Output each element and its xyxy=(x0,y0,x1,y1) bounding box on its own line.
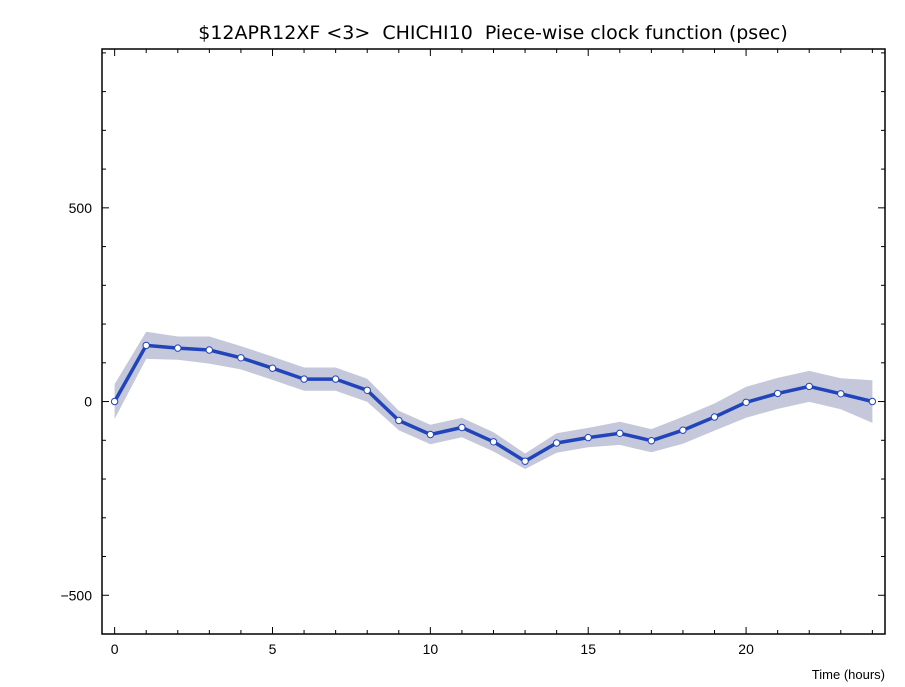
data-point xyxy=(616,429,624,437)
data-point xyxy=(142,341,150,350)
y-tick-label: 0 xyxy=(84,394,92,410)
x-tick-label: 15 xyxy=(580,641,596,657)
data-point xyxy=(268,364,277,372)
data-point xyxy=(363,386,371,394)
data-point xyxy=(584,433,592,442)
data-point xyxy=(174,344,182,352)
x-axis-label: Time (hours) xyxy=(812,667,885,682)
data-point xyxy=(205,346,214,354)
data-point xyxy=(300,375,308,383)
data-point xyxy=(237,354,245,362)
data-point xyxy=(521,457,529,465)
data-point xyxy=(489,438,498,446)
y-tick-label: −500 xyxy=(60,587,92,603)
data-point xyxy=(395,416,403,425)
data-point xyxy=(774,389,782,398)
chart-title: $12APR12XF <3> CHICHI10 Piece-wise clock… xyxy=(198,22,788,44)
data-point xyxy=(742,398,750,406)
data-point xyxy=(679,426,687,434)
uncertainty-band xyxy=(114,331,873,469)
data-point xyxy=(331,375,340,383)
data-point xyxy=(710,413,719,421)
x-tick-label: 5 xyxy=(269,641,277,657)
x-tick-label: 10 xyxy=(423,641,439,657)
x-tick-label: 0 xyxy=(111,641,119,657)
data-point xyxy=(805,382,813,391)
data-point xyxy=(552,439,561,447)
data-point xyxy=(837,390,845,398)
data-point xyxy=(426,430,435,439)
plot-area xyxy=(110,331,877,469)
data-point xyxy=(868,397,877,406)
data-point xyxy=(110,397,119,406)
data-point xyxy=(647,437,656,445)
data-point xyxy=(458,423,466,432)
axes: 0 5 10 15 20 −500 0 500 xyxy=(60,49,885,657)
y-tick-label: 500 xyxy=(69,200,93,216)
x-tick-label: 20 xyxy=(738,641,754,657)
